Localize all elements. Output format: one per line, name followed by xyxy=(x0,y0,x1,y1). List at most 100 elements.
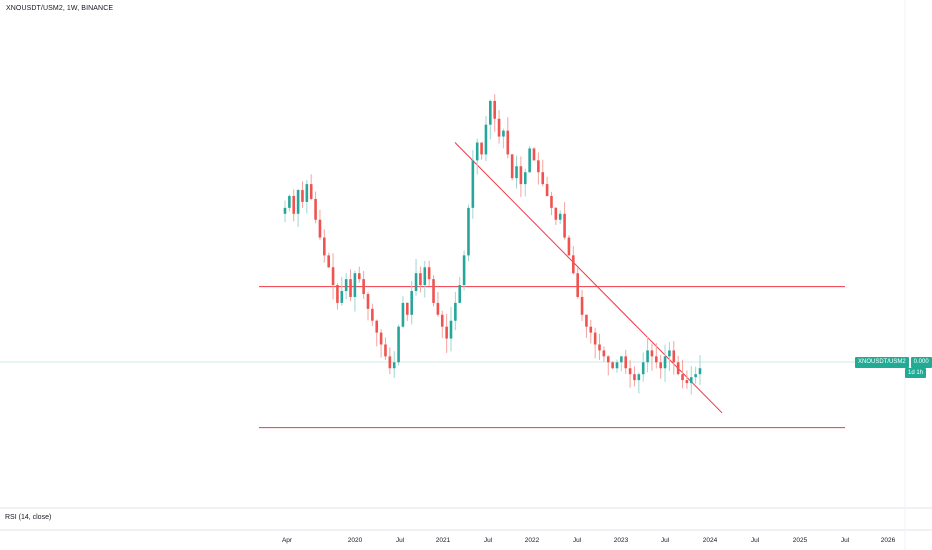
candle xyxy=(296,188,300,227)
candle xyxy=(493,94,496,132)
candle-body xyxy=(336,285,339,303)
x-tick-label: Jul xyxy=(573,537,582,544)
candle-body xyxy=(532,148,536,161)
candle xyxy=(689,366,693,395)
candle-body xyxy=(541,172,545,185)
candle xyxy=(449,306,453,352)
candle-body xyxy=(283,207,287,214)
candle-body xyxy=(406,302,409,315)
candle-body xyxy=(440,314,444,327)
candle-body xyxy=(467,207,470,256)
candle xyxy=(681,359,684,389)
candle-body xyxy=(388,356,392,369)
candle-body xyxy=(523,172,527,185)
candle-body xyxy=(362,279,365,294)
candle xyxy=(436,291,440,317)
candle xyxy=(672,340,676,375)
candle-body xyxy=(655,356,658,363)
candle xyxy=(301,181,304,209)
candle xyxy=(427,260,431,286)
candle xyxy=(445,313,448,353)
candle-body xyxy=(611,362,614,369)
candle-body xyxy=(301,190,304,202)
x-tick-label: 2020 xyxy=(348,537,363,544)
candle xyxy=(650,343,654,371)
candle-body xyxy=(676,362,680,375)
candle-body xyxy=(510,154,514,179)
candle xyxy=(541,159,545,187)
x-tick-label: 2024 xyxy=(703,537,718,544)
candle xyxy=(532,147,536,161)
candle-body xyxy=(305,184,309,202)
candle xyxy=(288,194,291,212)
candles[interactable] xyxy=(283,94,702,395)
candle-body xyxy=(672,350,676,363)
candle-body xyxy=(392,362,396,369)
candle-body xyxy=(449,320,453,339)
candle xyxy=(572,246,575,275)
candle xyxy=(340,276,344,306)
candle-body xyxy=(410,291,413,315)
candle-body xyxy=(423,267,427,286)
rsi-indicator-label[interactable]: RSI (14, close) xyxy=(5,514,52,521)
candle-body xyxy=(554,207,558,220)
candle xyxy=(327,252,330,269)
x-tick-label: 2026 xyxy=(881,537,896,544)
candle-body xyxy=(528,148,531,173)
candle-body xyxy=(615,362,619,369)
candle xyxy=(602,346,606,362)
candle-body xyxy=(414,273,418,292)
candle xyxy=(685,370,689,389)
candle xyxy=(384,337,387,360)
candle xyxy=(633,366,636,387)
candle xyxy=(458,276,462,304)
candle xyxy=(467,204,470,262)
candle-body xyxy=(593,332,597,345)
candle-body xyxy=(353,273,357,297)
time-axis[interactable]: Apr 2020 Jul 2021 Jul 2022 Jul 2023 Jul 2024 Jul 20… xyxy=(282,537,896,544)
candle xyxy=(489,99,492,140)
candle-body xyxy=(357,273,361,280)
candle xyxy=(659,354,662,379)
price-tag-value: 0.000 xyxy=(910,357,932,368)
candle xyxy=(462,250,466,291)
candle-body xyxy=(484,124,488,155)
candle-body xyxy=(432,279,435,303)
candle-body xyxy=(545,184,549,196)
x-tick-label: 2022 xyxy=(525,537,540,544)
candle xyxy=(305,179,309,214)
candle xyxy=(663,344,667,382)
candle-body xyxy=(550,195,553,208)
candle xyxy=(349,269,352,302)
candle-body xyxy=(419,273,422,286)
candle xyxy=(309,174,313,201)
candle-body xyxy=(641,362,645,375)
candle xyxy=(323,229,326,263)
candle-body xyxy=(445,326,448,339)
candle-body xyxy=(650,350,654,357)
price-tag: XNOUSDT/USM2 0.000 xyxy=(855,357,932,368)
candle xyxy=(331,253,335,300)
descending-trend-line[interactable] xyxy=(454,142,723,414)
candle-body xyxy=(589,326,593,333)
candle-body xyxy=(563,213,566,238)
candle-body xyxy=(454,302,457,321)
candle-body xyxy=(698,368,702,375)
candle xyxy=(388,347,392,375)
candle xyxy=(353,270,357,312)
candle-body xyxy=(340,291,344,303)
candle xyxy=(576,267,579,299)
x-tick-label: 2025 xyxy=(793,537,808,544)
candle xyxy=(637,372,641,394)
candle xyxy=(314,191,317,224)
candle xyxy=(414,259,418,296)
candle xyxy=(655,343,658,369)
candle-body xyxy=(685,380,689,384)
x-tick-label: 2021 xyxy=(436,537,451,544)
candle xyxy=(344,272,348,300)
candle xyxy=(620,355,623,372)
candle xyxy=(528,145,531,173)
candle xyxy=(676,355,680,376)
